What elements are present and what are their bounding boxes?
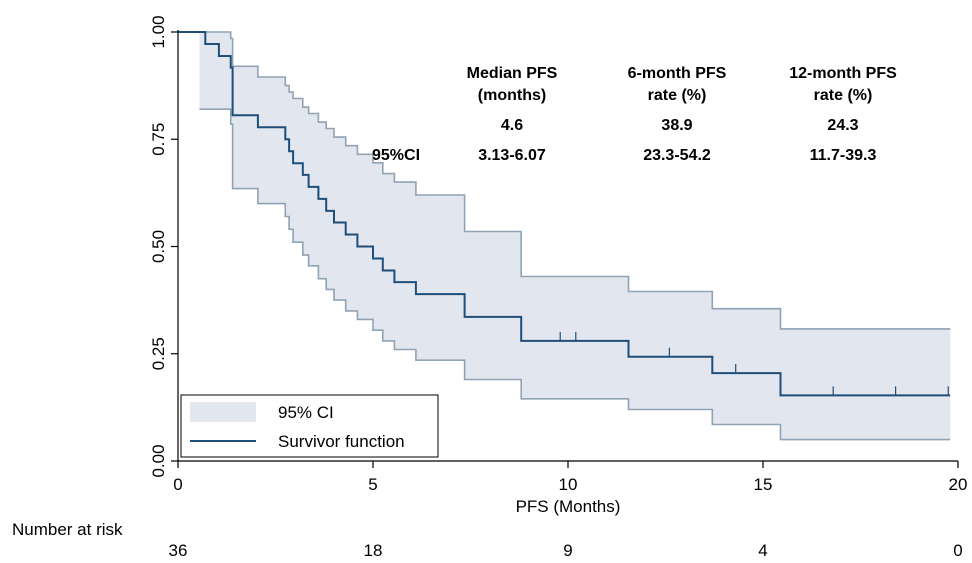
table-col2-header-line2: rate (%) [648,87,707,104]
censor-marks [559,331,949,396]
ci-band [199,32,951,440]
x-tick-label: 20 [949,475,968,494]
ci-lower-edge [199,108,951,441]
risk-values: 36 18 9 4 0 [169,541,963,560]
y-ticks: 0.00 0.25 0.50 0.75 1.00 [149,15,178,478]
table-col2-ci: 23.3-54.2 [643,147,711,164]
x-tick-label: 15 [754,475,773,494]
risk-value: 36 [169,541,188,560]
y-tick-label: 1.00 [149,15,168,48]
ci-upper-edge [199,31,951,330]
risk-value: 4 [758,541,767,560]
y-tick-label: 0.50 [149,230,168,263]
legend: 95% CI Survivor function [180,394,439,458]
legend-survivor-label: Survivor function [278,432,405,451]
legend-ci-swatch [190,402,256,422]
risk-value: 18 [364,541,383,560]
table-col1-value: 4.6 [501,117,523,134]
x-tick-label: 5 [368,475,377,494]
table-col1-header-line2: (months) [478,87,546,104]
table-col1-header-line1: Median PFS [467,65,558,82]
y-tick-label: 0.75 [149,123,168,156]
table-col2-header-line1: 6-month PFS [628,65,727,82]
table-col2-value: 38.9 [661,117,692,134]
survivor-function-line [178,31,951,397]
legend-ci-label: 95% CI [278,403,334,422]
risk-table-label: Number at risk [12,520,123,539]
table-col3-ci: 11.7-39.3 [810,147,877,164]
y-tick-label: 0.25 [149,337,168,370]
x-tick-label: 10 [559,475,578,494]
risk-value: 9 [563,541,572,560]
table-col1-ci: 3.13-6.07 [478,147,546,164]
table-ci-row-label: 95%CI [372,147,420,164]
table-col3-value: 24.3 [827,117,858,134]
y-tick-label: 0.00 [149,444,168,477]
x-ticks: 0 5 10 15 20 [173,461,967,494]
table-col3-header-line2: rate (%) [814,87,873,104]
table-col3-header-line1: 12-month PFS [789,65,897,82]
risk-value: 0 [953,541,962,560]
summary-table: Median PFS (months) 6-month PFS rate (%)… [372,65,897,164]
x-axis-title: PFS (Months) [516,497,621,516]
x-tick-label: 0 [173,475,182,494]
